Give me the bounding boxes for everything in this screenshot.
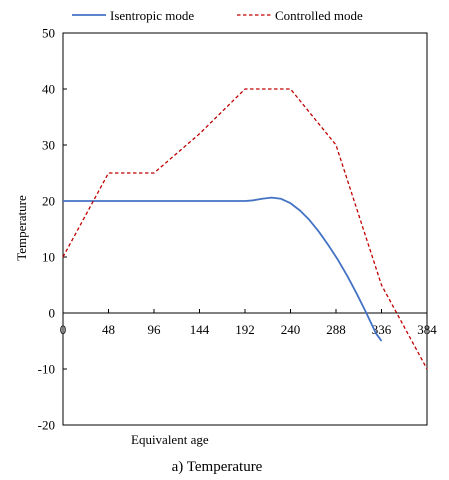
y-tick-label: 40 — [42, 82, 55, 97]
legend: Isentropic mode Controlled mode — [72, 8, 363, 23]
y-tick-label: 50 — [42, 26, 55, 41]
x-tick-label: 192 — [235, 322, 255, 337]
legend-label: Isentropic mode — [110, 8, 194, 23]
x-tick-label: 144 — [190, 322, 210, 337]
y-axis-title: Temperature — [14, 195, 29, 261]
x-tick-label: 96 — [148, 322, 162, 337]
x-axis-ticks: 0 48 96 144 192 240 288 336 384 — [60, 309, 437, 337]
y-tick-label: 0 — [49, 306, 56, 321]
y-tick-label: -20 — [38, 418, 55, 433]
y-tick-label: 30 — [42, 138, 55, 153]
series-line-controlled — [62, 88, 428, 370]
x-tick-label: 240 — [281, 322, 301, 337]
x-axis-title: Equivalent age — [131, 432, 209, 447]
series-line-isentropic — [63, 196, 383, 342]
y-tick-label: -10 — [38, 362, 55, 377]
y-axis-ticks: -20 -10 0 10 20 30 40 50 — [38, 26, 67, 433]
y-tick-label: 20 — [42, 194, 55, 209]
legend-label: Controlled mode — [275, 8, 363, 23]
plot-frame — [62, 32, 428, 426]
x-tick-label: 48 — [102, 322, 115, 337]
series-layer — [62, 88, 428, 370]
x-tick-label: 384 — [417, 322, 437, 337]
x-tick-label: 0 — [60, 322, 67, 337]
figure-caption: a) Temperature — [172, 459, 263, 475]
plot-border — [62, 32, 428, 426]
y-tick-label: 10 — [42, 250, 55, 265]
x-tick-label: 288 — [326, 322, 346, 337]
